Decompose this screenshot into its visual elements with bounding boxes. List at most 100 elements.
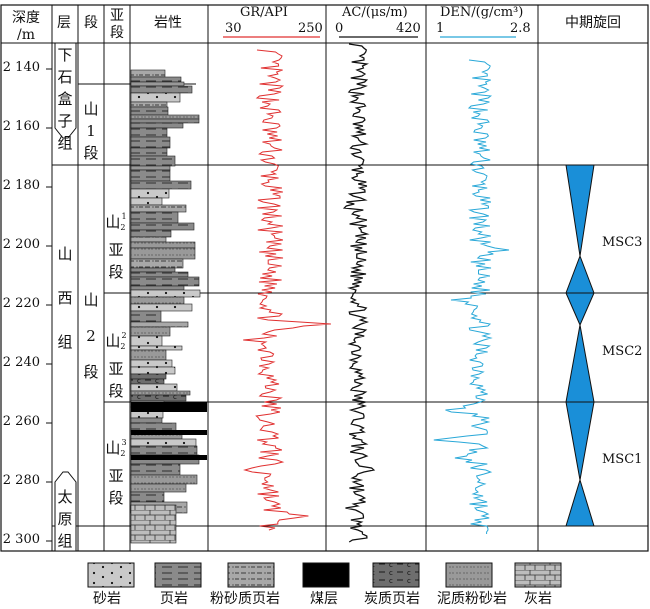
cycle-msc2-rise [565,324,595,403]
lithology-bed-silty-shale [130,258,184,269]
lithology-bed-shale [130,222,195,231]
ac-title: AC/(μs/m) [342,5,408,20]
lithology-bed-shale [130,285,185,291]
member-shan1-char2: 1 [86,122,96,140]
gr-curve [243,49,331,531]
depth-header: 深度 /m [6,10,46,44]
member-shan1-label: 山 1 段 [80,98,102,164]
den-curve [433,59,510,534]
lithology-bed-sandstone [130,289,201,298]
lithology-bed-shale [130,276,200,287]
lithology-bed-shale [130,136,171,149]
ac-max: 420 [396,21,421,36]
lithology-bed-muddy-siltstone [130,390,191,396]
member-shan2-label: 山 2 段 [80,282,102,390]
lithology-bed-shale [130,155,176,167]
subsegment-header: 亚 段 [110,8,124,42]
table-frame [0,4,649,552]
lithology-bed-sandstone [130,197,163,206]
legend-swatch-coal [302,562,350,588]
lithology-bed-muddy-siltstone [130,326,171,337]
lithology-bed-shale [130,85,193,94]
lithology-bed-sandstone [130,345,183,351]
depth-label: 2 300 [2,532,40,547]
submember-s22-title: 山22 [105,331,127,351]
lithology-bed-shale [130,106,169,116]
cycle-triangles [565,164,595,527]
taiyuan-formation-bracket [54,471,77,552]
lithology-bed-sandstone [130,303,193,312]
legend-label-silty-shale: 粉砂质页岩 [210,591,280,607]
depth-label: 2 160 [2,119,40,134]
depth-label: 2 240 [2,355,40,370]
submember-s22-char3: 段 [108,382,124,400]
lithology-bed-muddy-siltstone [130,241,196,249]
lithology-bed-shale [130,491,165,503]
submember-s21-title: 山21 [105,212,127,232]
gr-min: 30 [225,21,242,36]
submember-s23-title: 山23 [105,438,127,458]
lithology-bed-shale [130,180,192,190]
lithology-bed-silty-shale [130,321,189,328]
lithology-bed-silty-shale [130,236,167,243]
lithology-bed-muddy-siltstone [130,114,200,120]
lithology-bed-shale [130,463,181,476]
column-dividers [51,5,539,551]
depth-header-line1: 深度 [12,10,40,26]
submember-s23-char2: 亚 [108,467,124,485]
gr-max: 250 [298,21,323,36]
lithology-bed-sandstone [130,92,181,103]
formation-taiyuan-label: 太原组 [57,488,73,550]
lithology-bed-coal [131,402,207,412]
submember-s21-char2: 亚 [108,241,124,259]
member-shan1-char3: 段 [83,144,99,162]
lithology-bed-shale [130,118,200,124]
layer-header: 层 [57,15,71,31]
cycle-header: 中期旋回 [565,15,621,31]
cycle-label-msc3: MSC3 [602,235,643,250]
cycle-msc3-rise [565,254,595,294]
legend-label-sandstone: 砂岩 [93,591,121,607]
legend-swatch-carbonaceous-shale [372,562,420,588]
lithology-bed-carbonaceous-shale [130,394,187,402]
ac-curve [342,43,376,543]
subsegment-header-line1: 亚 [110,8,124,24]
legend-label-shale: 页岩 [160,591,188,607]
lithology-bed-limestone [130,504,177,544]
legend-label-coal: 煤层 [310,591,338,607]
depth-label: 2 260 [2,414,40,429]
lithology-bed-shale [130,267,176,273]
cycle-label-msc2: MSC2 [602,344,643,359]
legend-label-carbonaceous-shale: 炭质页岩 [364,591,420,607]
lithology-bed-shale [130,417,163,424]
lithology-bed-coal [131,430,207,435]
cycle-msc3-fall [565,164,595,257]
lithology-bed-sandstone [130,438,197,447]
depth-label: 2 220 [2,296,40,311]
lithology-bed-muddy-siltstone [130,81,185,87]
lithology-bed-shale [130,445,198,456]
lithology-bed-carbonaceous-shale [130,373,167,380]
depth-label: 2 280 [2,473,40,488]
submember-s22-label: 山22 亚 段 [105,325,127,402]
submember-s22-char2: 亚 [108,360,124,378]
ac-min: 0 [335,21,344,36]
legend-swatch-silty-shale [227,562,275,588]
lithology-bed-carbonaceous-shale [130,378,165,385]
legend-swatch-shale [154,562,202,588]
lithology-bed-shale [130,127,168,138]
lithology-bed-muddy-siltstone [130,247,196,260]
upper-formation-bracket [54,42,77,139]
lithology-bed-shale [130,122,184,129]
lithology-column [130,69,207,544]
submember-s23-char3: 段 [108,489,124,507]
depth-label: 2 140 [2,60,40,75]
lithology-bed-shale [130,147,168,157]
lithology-bed-silty-shale [130,204,187,213]
depth-header-line2: /m [17,27,35,43]
lithology-bed-silty-shale [130,69,166,78]
member-shan1-char1: 山 [83,100,99,118]
lithology-bed-sandstone [130,359,173,368]
depth-label: 2 180 [2,178,40,193]
segment-header: 段 [84,15,98,31]
